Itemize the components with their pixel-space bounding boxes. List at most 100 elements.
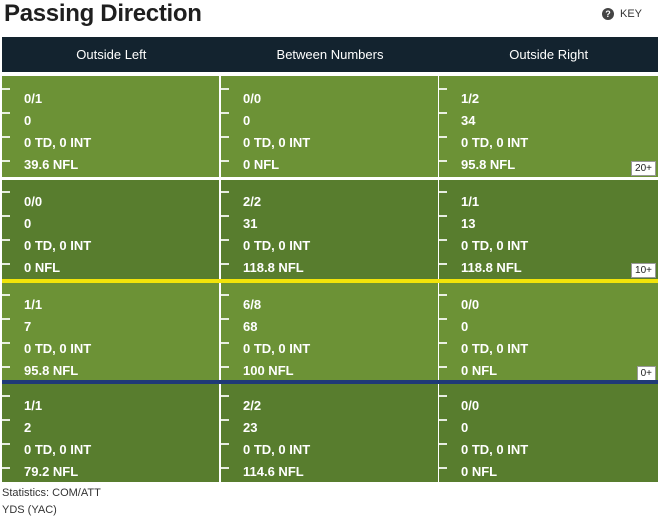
yard-tick — [439, 191, 447, 193]
stat-comp-att: 0/0 — [24, 194, 43, 209]
yard-tick — [439, 419, 447, 421]
stat-yds: 7 — [24, 319, 32, 334]
yard-tick — [221, 160, 229, 162]
direction-header: Outside Left Between Numbers Outside Rig… — [2, 37, 658, 72]
key-label: KEY — [619, 8, 642, 20]
yard-tick — [221, 443, 229, 445]
stat-td-int: 0 TD, 0 INT — [24, 135, 92, 150]
yard-tick — [2, 160, 10, 162]
top-field-line — [2, 72, 658, 76]
stat-rating: 118.8 NFL — [243, 260, 304, 275]
yard-tick — [2, 419, 10, 421]
yard-tick — [2, 318, 10, 320]
line-of-scrimmage — [2, 380, 658, 384]
cell-intermediate-outside-left: 0/0 0 0 TD, 0 INT 0 NFL — [2, 179, 219, 279]
yard-tick — [2, 467, 10, 469]
yard-marker-label: 10+ — [631, 263, 656, 278]
yard-tick — [221, 136, 229, 138]
yard-tick — [439, 443, 447, 445]
cell-intermediate-between-numbers: 2/2 31 0 TD, 0 INT 118.8 NFL — [221, 179, 438, 279]
stat-comp-att: 2/2 — [243, 194, 262, 209]
stat-td-int: 0 TD, 0 INT — [24, 341, 92, 356]
stat-yds: 0 — [243, 113, 251, 128]
yard-tick — [221, 366, 229, 368]
yard-tick — [221, 342, 229, 344]
yard-tick — [439, 112, 447, 114]
yard-tick — [221, 215, 229, 217]
yard-tick — [2, 366, 10, 368]
yard-tick — [2, 191, 10, 193]
stat-comp-att: 0/0 — [461, 398, 480, 413]
cell-behind-line-between-numbers: 2/2 23 0 TD, 0 INT 114.6 NFL — [221, 383, 438, 482]
cell-short-outside-right: 0/0 0 0 TD, 0 INT 0 NFL — [439, 282, 658, 382]
help-icon: ? — [601, 8, 614, 20]
cell-stats: 1/1 13 0 TD, 0 INT 118.8 NFL — [461, 191, 528, 279]
stat-yds: 13 — [461, 216, 476, 231]
cell-behind-line-outside-right: 0/0 0 0 TD, 0 INT 0 NFL — [439, 383, 658, 482]
yard-tick — [439, 136, 447, 138]
stat-yds: 0 — [24, 113, 32, 128]
yard-tick — [221, 294, 229, 296]
yard-tick — [2, 342, 10, 344]
key-button[interactable]: ? KEY — [601, 8, 642, 20]
yard-tick — [439, 239, 447, 241]
yard-tick — [221, 239, 229, 241]
stat-rating: 0 NFL — [24, 260, 61, 275]
zone-short: 1/1 7 0 TD, 0 INT 95.8 NFL 6/8 68 0 TD, 0 INT 1… — [2, 282, 658, 382]
yard-tick — [221, 112, 229, 114]
cell-stats: 1/1 2 0 TD, 0 INT 79.2 NFL — [24, 395, 91, 483]
yard-tick — [2, 443, 10, 445]
yard-tick — [2, 239, 10, 241]
cell-stats: 0/0 0 0 TD, 0 INT 0 NFL — [461, 395, 528, 483]
stat-rating: 95.8 NFL — [24, 363, 79, 378]
stats-legend: Statistics: COM/ATT YDS (YAC) — [2, 485, 101, 519]
stat-rating: 95.8 NFL — [461, 157, 516, 172]
yard-tick — [2, 136, 10, 138]
stat-rating: 79.2 NFL — [24, 464, 79, 479]
stat-rating: 0 NFL — [461, 363, 498, 378]
stat-td-int: 0 TD, 0 INT — [24, 238, 92, 253]
stat-td-int: 0 TD, 0 INT — [24, 442, 92, 457]
stat-comp-att: 1/1 — [24, 297, 43, 312]
stat-comp-att: 2/2 — [243, 398, 262, 413]
stat-td-int: 0 TD, 0 INT — [243, 135, 311, 150]
stat-yds: 2 — [24, 420, 32, 435]
yard-tick — [221, 88, 229, 90]
stat-td-int: 0 TD, 0 INT — [461, 341, 529, 356]
passing-field: 0/1 0 0 TD, 0 INT 39.6 NFL 0/0 0 0 TD, 0 INT 0 … — [2, 72, 658, 482]
stat-comp-att: 0/0 — [461, 297, 480, 312]
page-title: Passing Direction — [4, 0, 202, 27]
zone-intermediate: 0/0 0 0 TD, 0 INT 0 NFL 2/2 31 0 TD, 0 INT 118.… — [2, 179, 658, 279]
cell-short-between-numbers: 6/8 68 0 TD, 0 INT 100 NFL — [221, 282, 438, 382]
yard-tick — [439, 215, 447, 217]
yard-tick — [2, 395, 10, 397]
stat-td-int: 0 TD, 0 INT — [461, 442, 529, 457]
yard-tick — [221, 263, 229, 265]
stat-comp-att: 1/1 — [24, 398, 43, 413]
twenty-yard-line — [2, 177, 658, 180]
cell-stats: 1/1 7 0 TD, 0 INT 95.8 NFL — [24, 294, 91, 382]
stat-rating: 100 NFL — [243, 363, 294, 378]
stat-comp-att: 1/2 — [461, 91, 480, 106]
stat-comp-att: 0/1 — [24, 91, 43, 106]
stat-comp-att: 1/1 — [461, 194, 480, 209]
stat-td-int: 0 TD, 0 INT — [461, 238, 529, 253]
stat-td-int: 0 TD, 0 INT — [243, 442, 311, 457]
cell-deep-outside-right: 1/2 34 0 TD, 0 INT 95.8 NFL — [439, 76, 658, 177]
stat-comp-att: 6/8 — [243, 297, 262, 312]
yard-marker-label: 0+ — [636, 366, 656, 381]
yard-tick — [2, 112, 10, 114]
stat-rating: 114.6 NFL — [243, 464, 304, 479]
yard-tick — [439, 88, 447, 90]
yard-tick — [2, 88, 10, 90]
cell-stats: 1/2 34 0 TD, 0 INT 95.8 NFL — [461, 88, 528, 176]
stat-td-int: 0 TD, 0 INT — [243, 341, 311, 356]
yard-tick — [439, 318, 447, 320]
yard-tick — [221, 318, 229, 320]
yard-tick — [221, 191, 229, 193]
stats-legend-line-1: Statistics: COM/ATT — [2, 487, 101, 499]
cell-stats: 2/2 23 0 TD, 0 INT 114.6 NFL — [243, 395, 310, 483]
cell-stats: 0/0 0 0 TD, 0 INT 0 NFL — [243, 88, 310, 176]
stat-rating: 118.8 NFL — [461, 260, 522, 275]
cell-stats: 0/0 0 0 TD, 0 INT 0 NFL — [461, 294, 528, 382]
